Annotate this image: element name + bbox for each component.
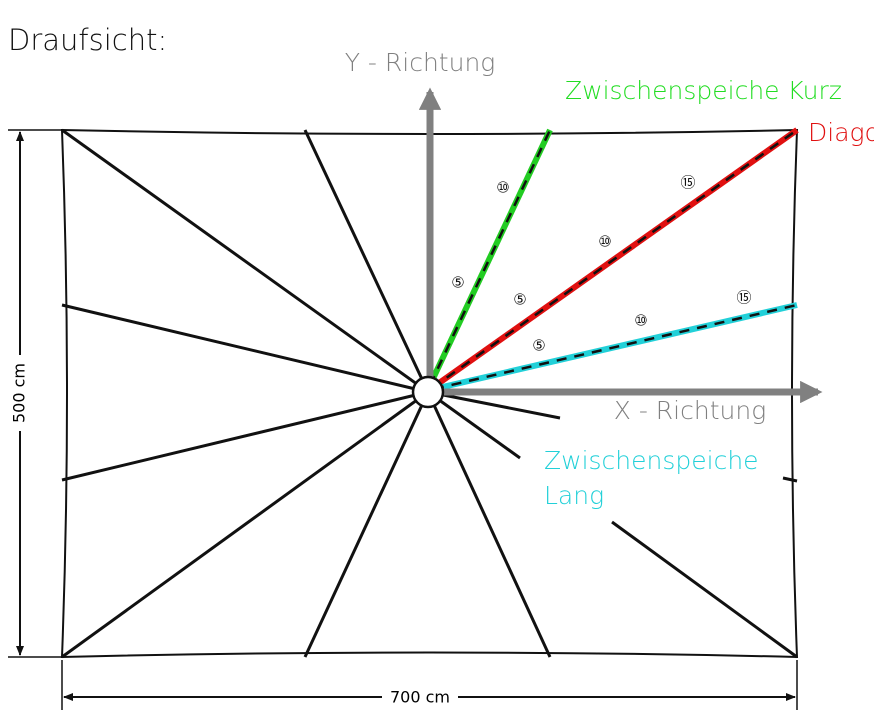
spoke xyxy=(303,129,430,393)
marker: ⑮ xyxy=(680,174,695,192)
x-axis-label: X - Richtung xyxy=(614,396,766,425)
diagonal-spoke-dash xyxy=(431,128,798,390)
spoke xyxy=(427,390,521,460)
marker: ⑤ xyxy=(513,291,526,309)
diagonal-label: Diago xyxy=(808,118,874,147)
spoke xyxy=(61,128,429,394)
long-spoke-dash xyxy=(433,303,798,391)
title: Draufsicht: xyxy=(8,23,167,57)
spoke xyxy=(427,390,561,420)
marker: ⑤ xyxy=(532,337,545,355)
height-label: 500 cm xyxy=(10,363,29,423)
width-label: 700 cm xyxy=(390,688,450,707)
spoke xyxy=(782,476,798,483)
spoke xyxy=(61,390,429,482)
spoke xyxy=(426,391,552,658)
marker: ⑮ xyxy=(736,289,751,307)
marker: ⑩ xyxy=(496,179,509,197)
spoke xyxy=(61,390,429,659)
short-spoke-dash xyxy=(428,129,552,386)
label-bg xyxy=(382,686,458,708)
short-spoke-label: Zwischenspeiche Kurz xyxy=(565,76,842,105)
spokes xyxy=(61,128,798,659)
marker: ⑤ xyxy=(451,274,464,292)
label-bg xyxy=(8,355,32,431)
y-axis-label: Y - Richtung xyxy=(345,48,496,77)
spoke xyxy=(61,303,429,394)
long-spoke-label: Lang xyxy=(544,481,604,510)
marker: ⑩ xyxy=(634,312,647,330)
spoke xyxy=(611,520,798,659)
center-pole xyxy=(411,375,445,409)
colored-spokes xyxy=(427,127,799,392)
long-spoke-label: Zwischenspeiche xyxy=(544,446,759,475)
marker: ⑩ xyxy=(598,233,611,251)
spoke xyxy=(303,391,430,658)
